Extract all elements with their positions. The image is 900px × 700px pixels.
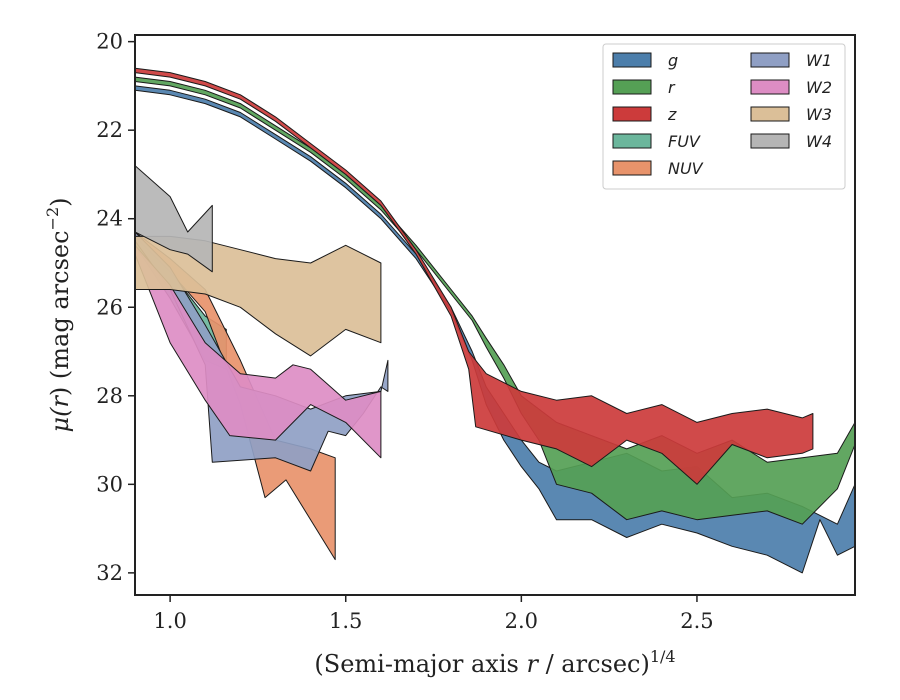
x-axis-label-prefix: (Semi-major axis [314,650,526,678]
plot-frame [134,34,856,596]
y-axis-label: μ(r) (mag arcsec−2) [43,197,74,432]
legend-label-g: g [668,51,678,70]
x-tick-label: 1.5 [329,609,362,633]
x-axis-label-suffix: / arcsec) [538,650,650,678]
legend-label-w4: W4 [806,132,832,151]
band-w4 [135,165,213,273]
legend-label-w3: W3 [806,105,832,124]
y-tick-label: 22 [96,118,123,142]
legend-label-nuv: NUV [668,159,704,178]
y-tick-label: 30 [96,472,123,496]
x-tick-label: 2.5 [680,609,713,633]
legend-swatch-g [612,52,652,68]
ticks-layer: 1.0 1.5 2.0 2.5 20 22 24 26 28 30 32 [96,30,713,633]
series-group [135,67,855,574]
legend-swatch-r [612,79,652,95]
legend-swatch-z [612,106,652,122]
legend-label-fuv: FUV [668,132,701,151]
x-tick-label: 1.0 [153,609,186,633]
y-tick-label: 24 [96,207,123,231]
y-tick-label: 20 [96,30,123,54]
y-axis-label-close: ) [46,197,74,206]
legend-label-w2: W2 [806,78,832,97]
y-tick-label: 32 [96,561,123,585]
y-axis-label-var: r [46,395,74,408]
band-r [135,76,855,525]
band-w3 [135,235,382,357]
plot-layer [135,67,855,574]
legend-swatch-w4 [750,133,790,149]
y-axis-label-sup: −2 [43,207,62,231]
legend-label-z: z [667,105,677,124]
y-tick-label: 26 [96,295,123,319]
legend-label-r: r [668,78,676,97]
y-axis-label-prefix: μ( [46,407,74,433]
x-axis-label-sup: 1/4 [650,647,676,666]
legend: grz FUV NUV W1 W2 W3 W4 [602,43,846,190]
legend-swatch-fuv [612,133,652,149]
y-axis-label-suffix: ) (mag arcsec [46,230,74,396]
legend-swatch-w2 [750,79,790,95]
band-z [135,67,814,485]
legend-swatch-w1 [750,52,790,68]
y-tick-label: 28 [96,384,123,408]
legend-swatch-nuv [612,160,652,176]
band-w2 [135,244,382,459]
x-tick-label: 2.0 [505,609,538,633]
legend-swatch-w3 [750,106,790,122]
x-axis-label: (Semi-major axis r / arcsec)1/4 [314,647,675,678]
x-axis-label-var: r [526,650,539,678]
legend-label-w1: W1 [806,51,832,70]
